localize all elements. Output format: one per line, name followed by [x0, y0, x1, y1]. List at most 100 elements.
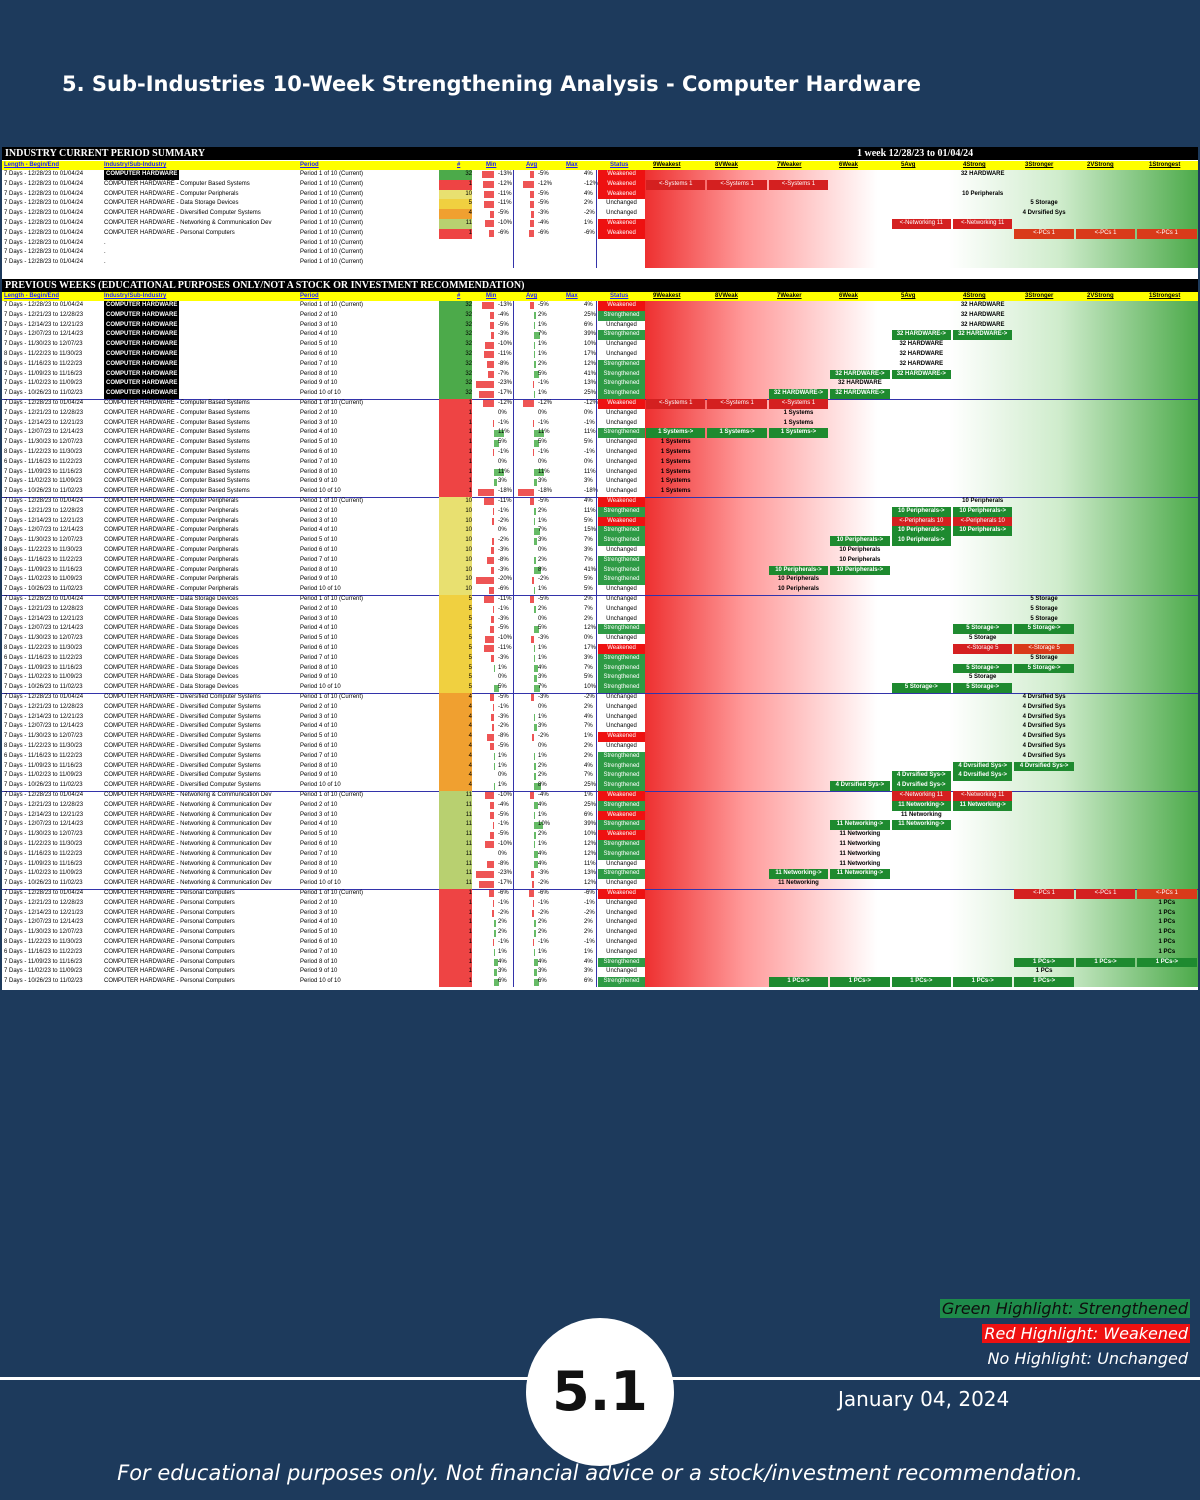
- value-bar: [494, 762, 495, 770]
- status-badge: Unchanged: [606, 321, 637, 328]
- status-badge: Unchanged: [606, 880, 637, 887]
- strength-chip: 32 HARDWARE->: [830, 389, 890, 399]
- value-bar: [485, 220, 494, 228]
- strength-chip: <-Networking 11: [953, 791, 1013, 801]
- row-count: 32: [439, 379, 472, 390]
- row-min: -13%: [498, 302, 513, 308]
- status-badge: Unchanged: [606, 341, 637, 348]
- value-bar: [494, 753, 495, 761]
- row-max: -18%: [584, 488, 599, 495]
- row-max: 1%: [584, 792, 593, 798]
- row-min: 1%: [498, 948, 507, 955]
- row-count: 1: [439, 179, 472, 190]
- status-badge: Unchanged: [606, 635, 637, 642]
- strength-chip: 5 Storage->: [953, 683, 1013, 693]
- row-industry: COMPUTER HARDWARE - Data Storage Devices: [104, 664, 239, 671]
- row-length: 7 Days - 10/26/23 to 11/02/23: [4, 586, 83, 593]
- row-industry: COMPUTER HARDWARE - Computer Peripherals: [104, 547, 239, 553]
- strength-chip: 5 Storage: [1030, 654, 1058, 661]
- row-industry: COMPUTER HARDWARE - Computer Based Syste…: [104, 419, 250, 426]
- value-bar: [486, 860, 494, 868]
- spreadsheet: INDUSTRY CURRENT PERIOD SUMMARY 1 week 12…: [2, 147, 1198, 990]
- status-badge: Weakened: [598, 810, 645, 821]
- row-length: 7 Days - 12/14/23 to 12/21/23: [4, 517, 84, 524]
- column-header: 2VStrong: [1087, 293, 1114, 299]
- strength-chip: 32 HARDWARE: [960, 302, 1005, 308]
- status-badge: Weakened: [598, 189, 645, 200]
- value-bar: [489, 811, 494, 819]
- row-count: 1: [439, 487, 472, 497]
- row-length: 7 Days - 10/26/23 to 11/02/23: [4, 390, 83, 397]
- strength-chip: 4 Dvrsified Sys: [1022, 743, 1066, 749]
- strength-chip: <-PCs 1: [1014, 889, 1074, 899]
- row-industry: COMPUTER HARDWARE - Diversified Computer…: [104, 703, 261, 710]
- row-count: 4: [439, 732, 472, 742]
- row-length: 7 Days - 11/02/23 to 11/09/23: [4, 576, 83, 583]
- column-header: 2VStrong: [1087, 162, 1114, 168]
- row-period: Period 8 of 10: [300, 762, 338, 769]
- table-row: 6 Days - 11/16/23 to 11/22/23 COMPUTER HA…: [2, 849, 1198, 860]
- value-bar: [534, 782, 542, 790]
- row-period: Period 1 of 10 (Current): [300, 792, 364, 798]
- row-industry: COMPUTER HARDWARE - Networking & Communi…: [104, 841, 272, 847]
- row-count: 1: [439, 947, 472, 958]
- table-row: 7 Days - 12/28/23 to 01/04/24 COMPUTER HA…: [2, 170, 1198, 180]
- row-period: Period 9 of 10: [300, 968, 338, 975]
- value-bar: [484, 351, 494, 359]
- row-count: 1: [439, 918, 472, 929]
- value-bar: [488, 586, 494, 594]
- row-min: -1%: [498, 419, 509, 426]
- row-avg: -5%: [538, 498, 549, 504]
- column-divider: [513, 170, 514, 268]
- strength-chip: 11 Networking->: [891, 800, 951, 811]
- strength-chip: 11 Networking->: [953, 800, 1013, 811]
- row-max: 10%: [584, 341, 597, 348]
- row-period: Period 6 of 10: [300, 449, 338, 455]
- row-avg: 3%: [538, 968, 547, 975]
- row-length: 7 Days - 11/02/23 to 11/09/23: [4, 674, 83, 681]
- strength-chip: 10 Peripherals->: [891, 506, 951, 517]
- row-avg: -5%: [538, 302, 549, 308]
- row-period: Period 3 of 10: [300, 419, 338, 426]
- row-min: -3%: [498, 654, 509, 661]
- row-max: 12%: [584, 850, 597, 857]
- row-count: 11: [439, 840, 472, 850]
- row-max: -6%: [584, 890, 595, 896]
- strength-chip: 11 Networking->: [768, 869, 829, 880]
- row-min: -10%: [498, 792, 513, 798]
- row-industry: COMPUTER HARDWARE - Data Storage Devices: [104, 605, 239, 612]
- column-header: Period: [300, 293, 319, 299]
- strength-chip: 10 Peripherals->: [830, 536, 890, 546]
- value-bar: [494, 664, 495, 672]
- row-count: 10: [439, 516, 472, 527]
- strength-chip: <-Systems 1: [646, 179, 706, 190]
- value-bar: [483, 181, 494, 189]
- status-badge: Unchanged: [606, 210, 637, 217]
- value-bar: [534, 655, 535, 663]
- row-avg: 1%: [538, 351, 547, 357]
- table-row: 7 Days - 11/09/23 to 11/16/23 COMPUTER HA…: [2, 565, 1198, 576]
- row-avg: -1%: [538, 380, 549, 387]
- status-badge: Unchanged: [606, 723, 637, 730]
- value-bar: [488, 890, 494, 898]
- row-period: Period 6 of 10: [300, 547, 338, 553]
- group-divider: [2, 595, 1198, 596]
- row-length: 7 Days - 11/30/23 to 12/07/23: [4, 733, 83, 740]
- row-length: 8 Days - 11/22/23 to 11/30/23: [4, 351, 83, 357]
- value-bar: [534, 802, 538, 810]
- row-period: Period 8 of 10: [300, 468, 338, 475]
- row-period: Period 1 of 10 (Current): [300, 210, 364, 217]
- row-avg: -1%: [538, 419, 549, 426]
- row-avg: 1%: [538, 586, 547, 593]
- row-count: 1: [439, 228, 472, 239]
- row-avg: 0%: [538, 703, 547, 710]
- row-min: 11%: [498, 429, 510, 436]
- row-industry: COMPUTER HARDWARE - Data Storage Devices: [104, 645, 239, 651]
- status-badge: Strengthened: [598, 751, 645, 762]
- value-bar: [534, 978, 540, 986]
- strength-chip: <-Peripherals 10: [953, 516, 1013, 527]
- row-count: 1: [439, 938, 472, 948]
- row-max: 12%: [584, 841, 597, 847]
- value-bar: [529, 171, 534, 179]
- value-bar: [534, 321, 535, 329]
